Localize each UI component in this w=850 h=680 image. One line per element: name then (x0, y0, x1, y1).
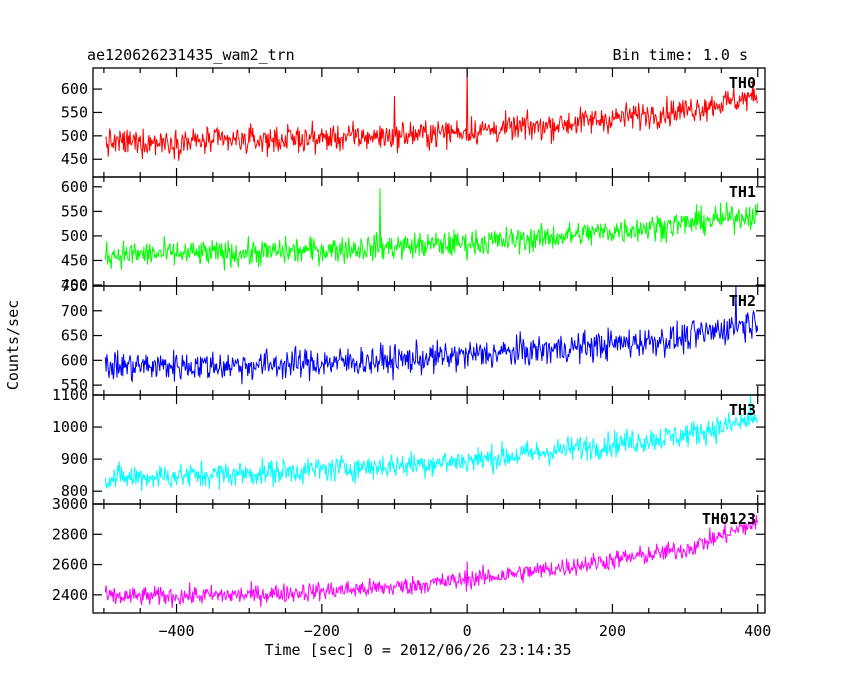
y-tick-label: 450 (61, 150, 88, 168)
y-tick-label: 900 (61, 450, 88, 468)
y-tick-label: 2400 (52, 586, 88, 604)
y-tick-label: 650 (61, 327, 88, 345)
y-tick-label: 2600 (52, 556, 88, 574)
y-axis-label: Counts/sec (4, 300, 22, 390)
y-tick-label: 1100 (52, 386, 88, 404)
y-tick-label: 600 (61, 80, 88, 98)
y-tick-label: 400 (61, 276, 88, 294)
y-tick-label: 450 (61, 251, 88, 269)
panel-label-th3: TH3 (729, 401, 756, 419)
x-tick-label: −400 (158, 622, 194, 640)
y-tick-label: 550 (61, 202, 88, 220)
y-tick-label: 2800 (52, 525, 88, 543)
y-tick-label: 1000 (52, 418, 88, 436)
y-tick-label: 550 (61, 376, 88, 394)
y-tick-label: 3000 (52, 495, 88, 513)
panel-th0123: 2400 2600 2800 3000 TH0123 (52, 495, 766, 614)
panel-frame (92, 285, 766, 396)
x-tick-label: 0 (463, 622, 472, 640)
y-tick-label: 600 (61, 351, 88, 369)
y-tick-label: 550 (61, 103, 88, 121)
y-tick-label: 800 (61, 482, 88, 500)
series-line-th3 (104, 395, 759, 492)
x-axis-label: Time [sec] 0 = 2012/06/26 23:14:35 (264, 641, 571, 659)
panel-label-th2: TH2 (729, 292, 756, 310)
y-tick-label: 500 (61, 127, 88, 145)
y-tick-label: 750 (61, 277, 88, 295)
panel-th1: 400 450 500 550 600 TH1 (61, 176, 766, 294)
panels-group: 450 500 550 600 TH0 400 450 500 550 600 TH1 550 600 6… (52, 67, 771, 640)
bin-time-label: Bin time: 1.0 s (613, 46, 748, 64)
panel-frame (92, 503, 766, 614)
panel-label-th0: TH0 (729, 74, 756, 92)
panel-label-th0123: TH0123 (702, 510, 756, 528)
figure-title: ae120626231435_wam2_trn (87, 46, 295, 64)
x-tick-label: 200 (599, 622, 626, 640)
series-line-th0123 (104, 514, 759, 609)
panel-th2: 550 600 650 700 750 TH2 (61, 277, 766, 396)
panel-th0: 450 500 550 600 TH0 (61, 67, 766, 178)
x-tick-label: 400 (744, 622, 771, 640)
panel-label-th1: TH1 (729, 183, 756, 201)
series-line-th2 (104, 286, 759, 385)
x-tick-label: −200 (304, 622, 340, 640)
y-tick-label: 500 (61, 227, 88, 245)
panel-frame (92, 394, 766, 505)
series-line-th1 (104, 188, 759, 271)
series-line-th0 (104, 68, 759, 161)
y-tick-label: 700 (61, 302, 88, 320)
panel-frame (92, 67, 766, 178)
panel-th3: 800 900 1000 1100 TH3 (52, 386, 766, 505)
y-tick-label: 600 (61, 178, 88, 196)
